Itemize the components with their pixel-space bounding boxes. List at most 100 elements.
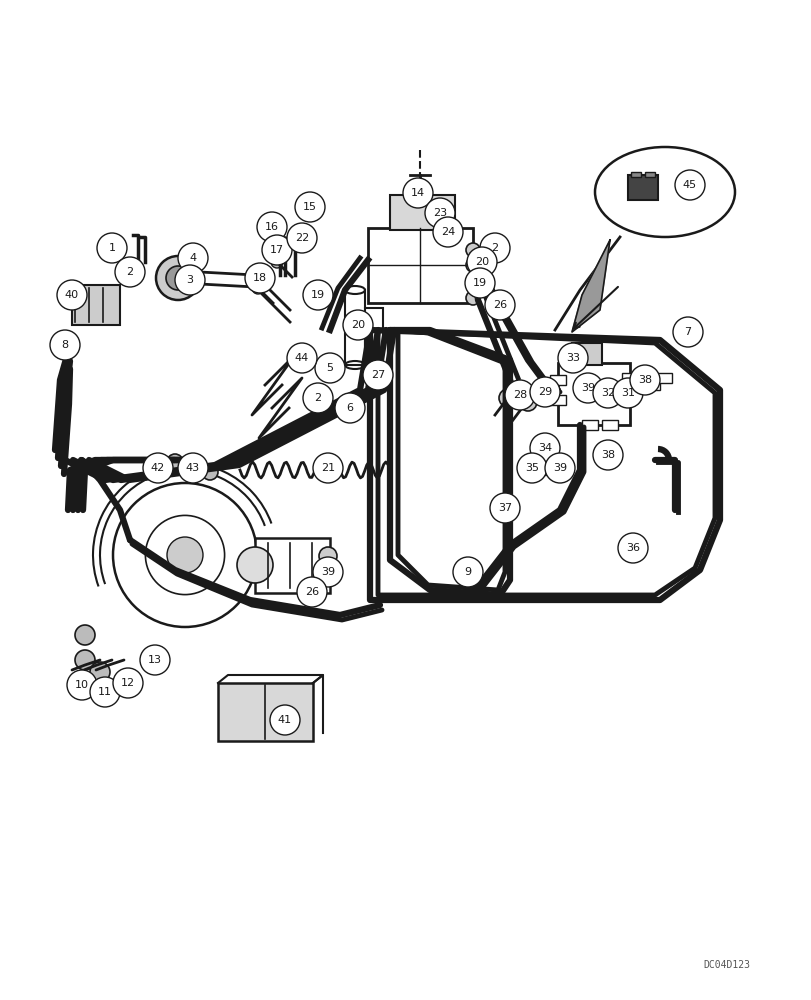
Circle shape [297, 577, 327, 607]
Circle shape [57, 280, 87, 310]
Text: 41: 41 [277, 715, 292, 725]
Circle shape [178, 243, 208, 273]
Circle shape [150, 460, 165, 476]
Circle shape [90, 662, 109, 682]
Circle shape [479, 233, 509, 263]
Text: 27: 27 [371, 370, 384, 380]
FancyBboxPatch shape [653, 373, 672, 383]
Circle shape [245, 263, 275, 293]
Circle shape [271, 256, 283, 268]
Text: 40: 40 [65, 290, 79, 300]
Circle shape [156, 256, 200, 300]
Circle shape [499, 389, 517, 407]
Circle shape [257, 212, 286, 242]
Ellipse shape [345, 286, 365, 294]
Circle shape [629, 365, 659, 395]
Circle shape [519, 392, 535, 408]
Circle shape [75, 625, 95, 645]
Text: 12: 12 [121, 678, 135, 688]
Circle shape [504, 380, 534, 410]
FancyBboxPatch shape [367, 228, 473, 303]
Text: 2: 2 [127, 267, 133, 277]
Text: 32: 32 [600, 388, 614, 398]
FancyBboxPatch shape [523, 465, 545, 475]
FancyBboxPatch shape [255, 538, 329, 593]
Circle shape [294, 192, 324, 222]
Text: 43: 43 [186, 463, 200, 473]
Circle shape [453, 557, 483, 587]
Text: 6: 6 [346, 403, 353, 413]
Text: 16: 16 [264, 222, 279, 232]
Circle shape [466, 243, 479, 257]
Circle shape [262, 235, 292, 265]
Circle shape [466, 258, 479, 272]
Text: 24: 24 [440, 227, 454, 237]
FancyBboxPatch shape [571, 343, 601, 365]
Circle shape [280, 237, 290, 247]
Circle shape [501, 387, 517, 403]
FancyBboxPatch shape [557, 363, 629, 425]
Text: DC04D123: DC04D123 [702, 960, 749, 970]
Circle shape [167, 537, 203, 573]
Circle shape [557, 343, 587, 373]
Text: 8: 8 [62, 340, 68, 350]
FancyBboxPatch shape [72, 285, 120, 325]
Circle shape [90, 677, 120, 707]
FancyBboxPatch shape [627, 175, 657, 200]
Circle shape [237, 547, 272, 583]
Text: 20: 20 [350, 320, 365, 330]
Text: 36: 36 [625, 543, 639, 553]
FancyBboxPatch shape [549, 395, 565, 405]
Text: 39: 39 [552, 463, 566, 473]
Circle shape [335, 393, 365, 423]
Circle shape [139, 645, 169, 675]
Circle shape [530, 433, 560, 463]
Circle shape [342, 310, 372, 340]
Text: 15: 15 [303, 202, 316, 212]
FancyBboxPatch shape [642, 380, 659, 390]
Circle shape [466, 275, 479, 289]
Circle shape [424, 198, 454, 228]
Text: 2: 2 [314, 393, 321, 403]
FancyBboxPatch shape [217, 683, 312, 741]
Text: 10: 10 [75, 680, 89, 690]
Text: 2: 2 [491, 243, 498, 253]
Circle shape [592, 440, 622, 470]
Circle shape [466, 291, 479, 305]
Text: 22: 22 [294, 233, 309, 243]
Text: 44: 44 [294, 353, 309, 363]
Text: 13: 13 [148, 655, 162, 665]
Circle shape [251, 282, 264, 294]
Text: 19: 19 [311, 290, 324, 300]
Circle shape [185, 460, 201, 476]
Text: 21: 21 [320, 463, 335, 473]
FancyBboxPatch shape [581, 420, 597, 430]
FancyBboxPatch shape [389, 195, 454, 230]
FancyBboxPatch shape [644, 172, 654, 177]
Text: 29: 29 [537, 387, 551, 397]
Circle shape [440, 217, 449, 227]
Text: 26: 26 [492, 300, 506, 310]
Text: 23: 23 [432, 208, 447, 218]
Circle shape [484, 290, 514, 320]
Text: 14: 14 [410, 188, 424, 198]
Circle shape [435, 200, 444, 210]
Circle shape [303, 383, 333, 413]
FancyBboxPatch shape [534, 445, 556, 455]
Circle shape [402, 178, 432, 208]
Circle shape [432, 217, 462, 247]
Text: 17: 17 [269, 245, 284, 255]
Circle shape [303, 280, 333, 310]
Circle shape [517, 453, 547, 483]
FancyBboxPatch shape [549, 375, 565, 385]
Circle shape [312, 453, 342, 483]
Circle shape [530, 377, 560, 407]
Text: 35: 35 [525, 463, 539, 473]
Circle shape [518, 393, 536, 411]
Circle shape [286, 343, 316, 373]
Circle shape [115, 257, 145, 287]
Text: 37: 37 [497, 503, 512, 513]
Circle shape [466, 247, 496, 277]
Text: 19: 19 [472, 278, 487, 288]
Text: 42: 42 [151, 463, 165, 473]
